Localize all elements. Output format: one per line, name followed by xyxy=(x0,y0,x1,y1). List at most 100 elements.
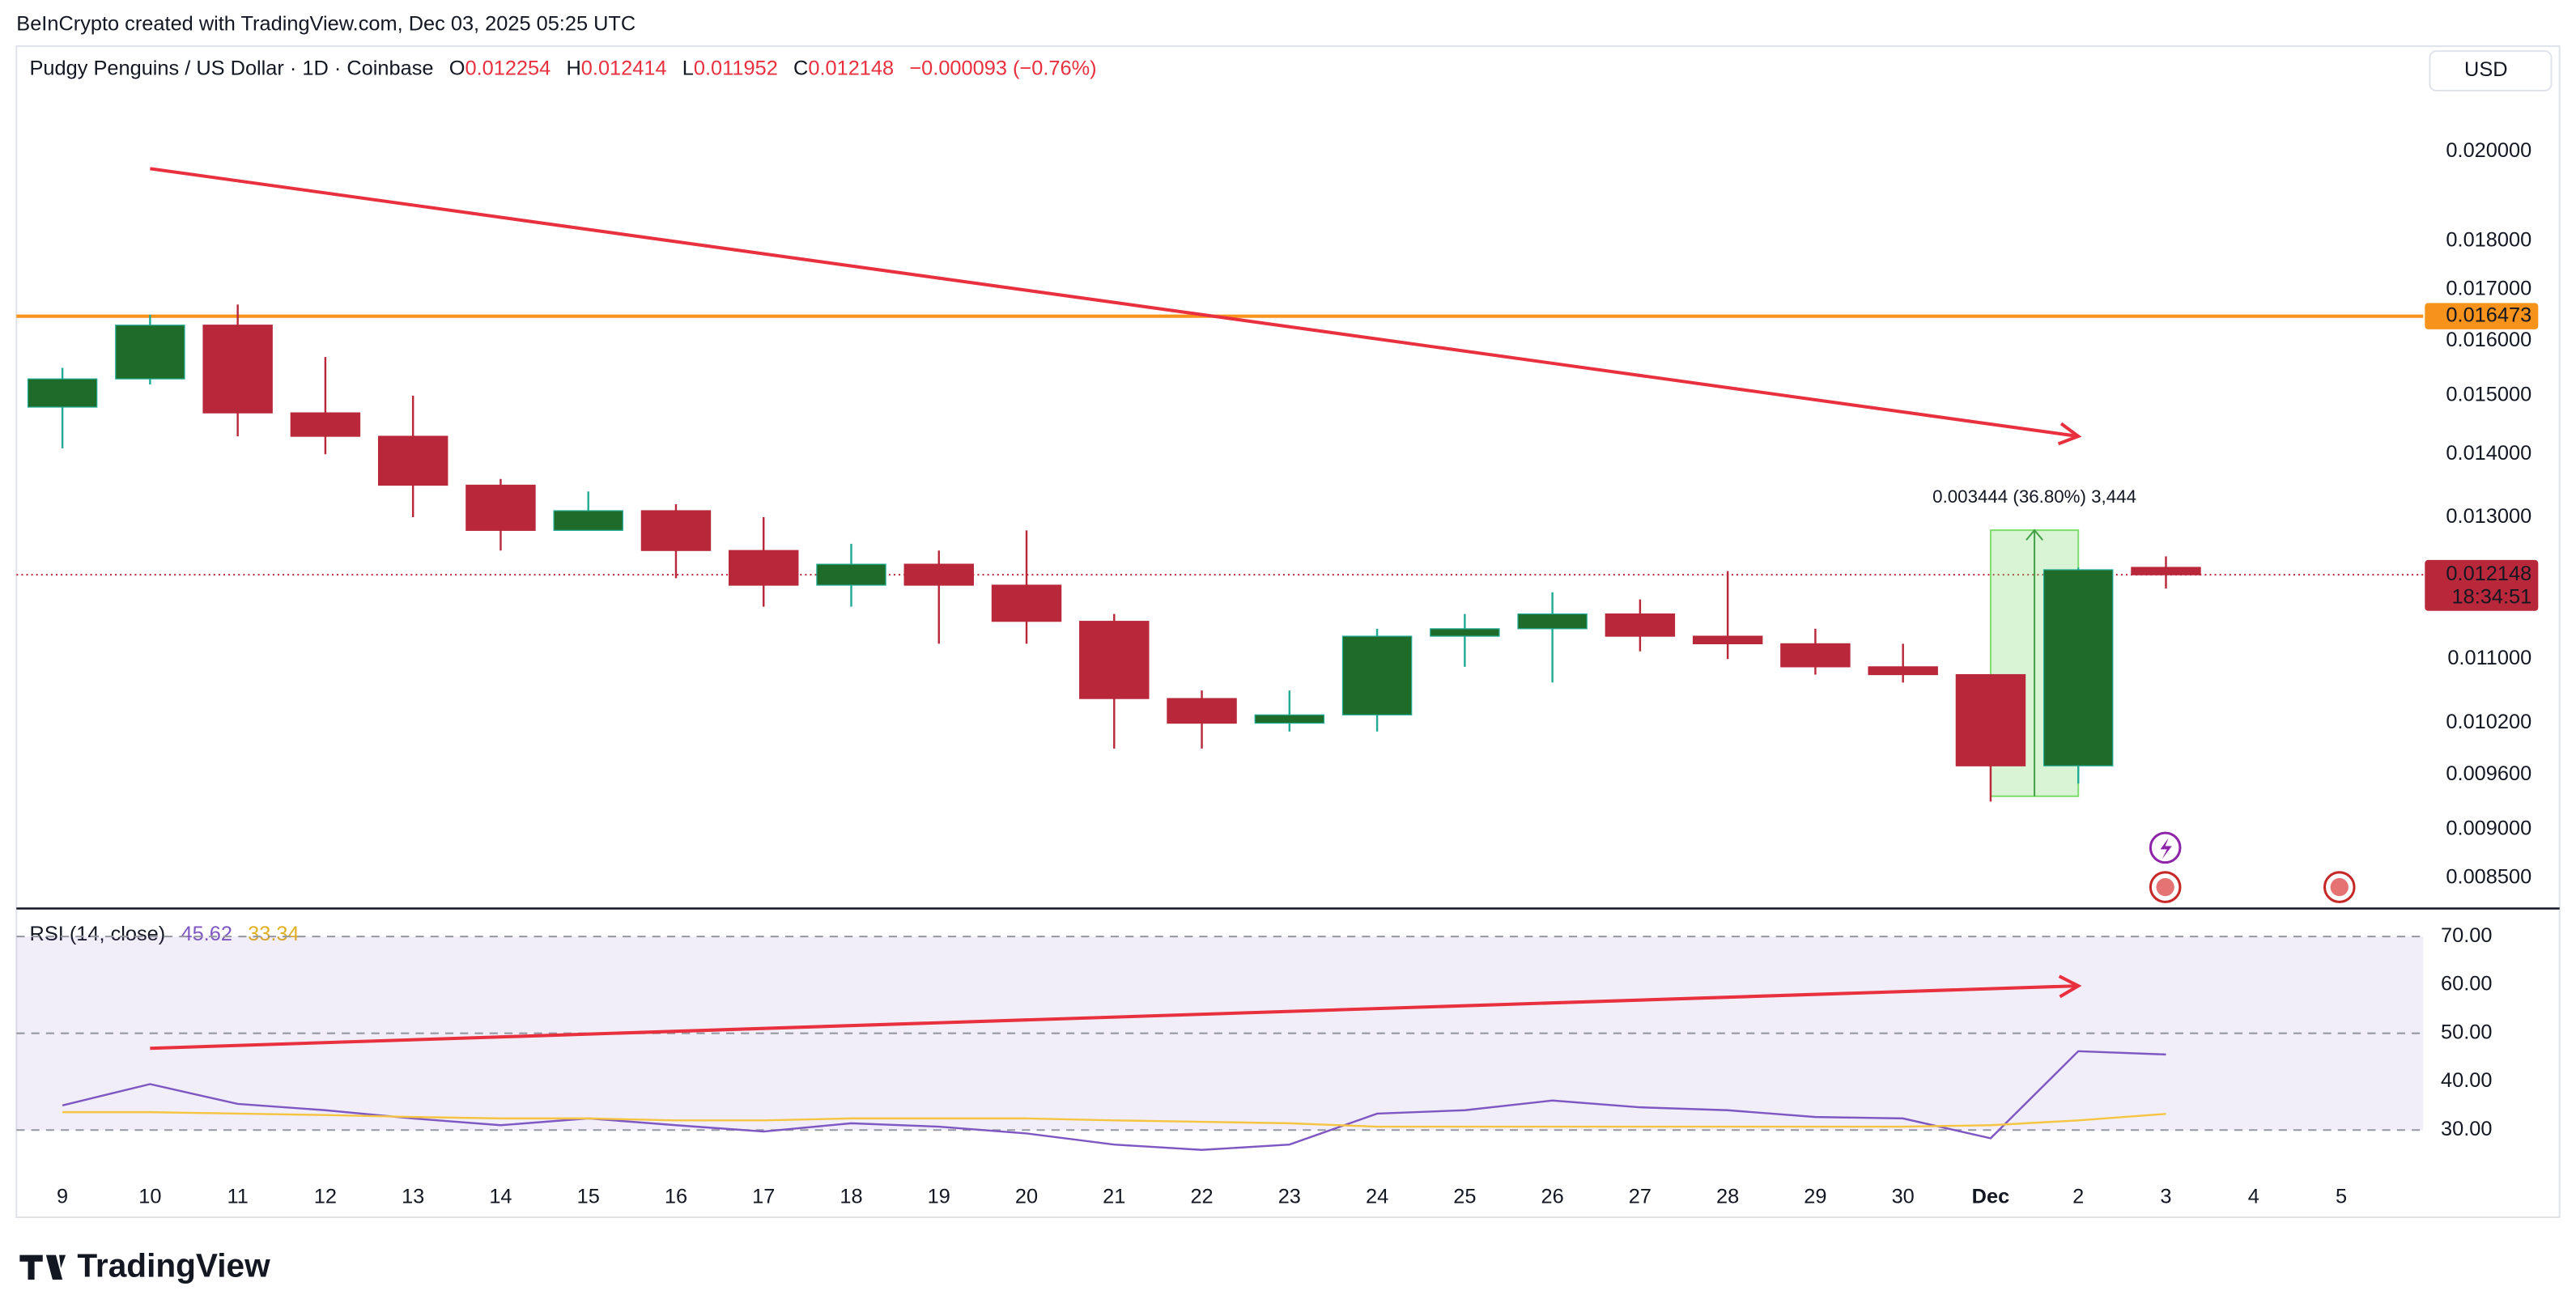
candle-body xyxy=(1780,643,1851,668)
x-tick-label: 13 xyxy=(402,1185,424,1208)
x-tick-label: 26 xyxy=(1541,1185,1564,1208)
x-tick-label: 23 xyxy=(1278,1185,1301,1208)
rsi-trend-arrow-head xyxy=(2058,974,2082,999)
ohlc-value: 0.012148 xyxy=(808,57,894,79)
x-tick-label: 19 xyxy=(928,1185,950,1208)
y-tick-label: 0.016000 xyxy=(2446,329,2531,351)
y-tick-label: 0.009600 xyxy=(2446,762,2531,785)
candle-body xyxy=(553,510,623,531)
ohlc-value: 0.012254 xyxy=(465,57,550,79)
candle-body xyxy=(1517,613,1588,630)
indicator-value: 33.34 xyxy=(248,923,299,945)
x-tick-label: 9 xyxy=(57,1185,68,1208)
x-tick-label: 18 xyxy=(840,1185,862,1208)
candle-body xyxy=(1430,628,1500,637)
y-tick-label: 0.015000 xyxy=(2446,384,2531,406)
candle-body xyxy=(1692,635,1763,645)
candle-body xyxy=(1167,698,1237,724)
x-tick-label: 24 xyxy=(1366,1185,1388,1208)
candle-body xyxy=(2043,569,2114,766)
candle-body xyxy=(729,550,799,586)
x-tick-label: 30 xyxy=(1892,1185,1915,1208)
candle-body xyxy=(1868,666,1938,676)
y-tick-label: 0.009000 xyxy=(2446,817,2531,840)
x-tick-label: 5 xyxy=(2336,1185,2347,1208)
x-tick-label: 15 xyxy=(577,1185,600,1208)
event-glyph xyxy=(2156,877,2174,897)
indicator-value: 45.62 xyxy=(181,923,232,945)
legend-header: Pudgy Penguins / US Dollar · 1D · Coinba… xyxy=(30,57,1097,79)
x-tick-label: Dec xyxy=(1972,1185,2010,1208)
x-tick-label: 28 xyxy=(1716,1185,1739,1208)
x-tick-label: 27 xyxy=(1629,1185,1651,1208)
indicator-legend: RSI (14, close) 45.62 33.34 xyxy=(30,923,300,945)
logo-text: TradingView xyxy=(77,1247,270,1284)
x-tick-label: 16 xyxy=(665,1185,687,1208)
y-tick-label: 0.017000 xyxy=(2446,277,2531,299)
x-tick-label: 17 xyxy=(752,1185,775,1208)
indicator-title: RSI (14, close) xyxy=(30,923,166,945)
x-tick-label: 2 xyxy=(2072,1185,2084,1208)
countdown: 18:34:51 xyxy=(2451,585,2531,608)
rsi-tick-label: 40.00 xyxy=(2441,1069,2492,1092)
x-tick-label: 10 xyxy=(138,1185,161,1208)
chart-frame xyxy=(15,45,2561,1219)
y-tick-label: 0.008500 xyxy=(2446,865,2531,888)
candle-body xyxy=(2131,567,2201,575)
x-tick-label: 12 xyxy=(314,1185,337,1208)
credit: BeInCrypto created with TradingView.com,… xyxy=(16,12,635,35)
trend-arrow xyxy=(150,167,2079,439)
candle-body xyxy=(640,510,712,551)
candle-body xyxy=(991,584,1062,622)
y-tick-label: 0.011000 xyxy=(2447,647,2531,669)
event-icons xyxy=(2149,831,2356,903)
ohlc-value: 0.011952 xyxy=(694,57,778,79)
ohlc-value: 0.012414 xyxy=(581,57,667,79)
logo: TradingView xyxy=(19,1247,270,1284)
rsi-trend-arrow xyxy=(150,984,2079,1051)
x-tick-label: 29 xyxy=(1804,1185,1826,1208)
x-tick-label: 3 xyxy=(2160,1185,2171,1208)
candle-body xyxy=(115,325,185,380)
price-tag xyxy=(2425,559,2539,611)
logo-mark xyxy=(19,1254,66,1280)
x-tick-label: 11 xyxy=(227,1185,248,1208)
x-tick-label: 14 xyxy=(489,1185,512,1208)
candle-body xyxy=(903,563,974,586)
candle-body xyxy=(27,378,98,408)
event-glyph xyxy=(2160,838,2172,860)
candle-body xyxy=(202,325,273,414)
rsi-tick-label: 30.00 xyxy=(2441,1118,2492,1140)
currency-button[interactable] xyxy=(2429,50,2553,91)
rsi-tick-label: 60.00 xyxy=(2441,973,2492,995)
currency[interactable]: USD xyxy=(2464,58,2508,81)
candle-body xyxy=(290,412,361,437)
candle-body xyxy=(1605,613,1676,637)
y-tick-label: 0.020000 xyxy=(2446,139,2531,162)
y-tick-label: 0.018000 xyxy=(2446,228,2531,251)
x-tick-label: 20 xyxy=(1015,1185,1038,1208)
candle-body xyxy=(1955,673,2026,766)
candle-body xyxy=(377,435,448,486)
price-tag-label: 0.012148 xyxy=(2446,562,2531,585)
candle-body xyxy=(1341,635,1413,715)
x-tick-label: 21 xyxy=(1103,1185,1125,1208)
trend-arrow-head xyxy=(2057,422,2082,446)
ohlc-label: L xyxy=(682,57,694,79)
x-tick-label: 4 xyxy=(2248,1185,2259,1208)
rsi-line xyxy=(62,1110,2166,1128)
ohlc-label: O xyxy=(449,57,465,79)
rsi-line xyxy=(62,1050,2166,1151)
rsi-tick-label: 70.00 xyxy=(2441,924,2492,947)
y-tick-label: 0.013000 xyxy=(2446,505,2531,528)
candle-body xyxy=(816,563,886,586)
price-tag-label: 0.016473 xyxy=(2446,304,2531,326)
symbol-title: Pudgy Penguins / US Dollar · 1D · Coinba… xyxy=(30,57,434,79)
y-tick-label: 0.010200 xyxy=(2446,711,2531,733)
candle-body xyxy=(1079,621,1150,699)
y-tick-label: 0.014000 xyxy=(2446,442,2531,465)
measure-label: 0.003444 (36.80%) 3,444 xyxy=(1932,486,2136,507)
measure-arrow-head xyxy=(2026,529,2044,541)
